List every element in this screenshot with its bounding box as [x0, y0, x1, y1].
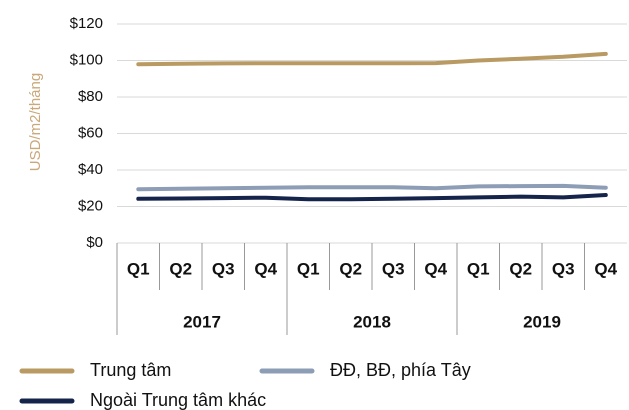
series-line: [136, 51, 608, 67]
x-tick-label: Q1: [467, 259, 490, 278]
group-label: 2018: [353, 312, 391, 331]
x-tick-label: Q1: [297, 259, 320, 278]
y-tick-label: $80: [78, 88, 103, 105]
series-line: [136, 193, 608, 202]
y-axis-label: USD/m2/tháng: [27, 73, 44, 171]
y-tick-label: $60: [78, 124, 103, 141]
x-tick-label: Q1: [127, 259, 150, 278]
y-tick-label: $100: [70, 51, 103, 68]
legend-label: Ngoài Trung tâm khác: [90, 390, 266, 410]
legend-label: Trung tâm: [90, 360, 171, 380]
x-tick-label: Q3: [212, 259, 235, 278]
y-tick-label: $20: [78, 197, 103, 214]
y-tick-label: $40: [78, 161, 103, 178]
legend-label: ĐĐ, BĐ, phía Tây: [330, 360, 471, 380]
x-tick-label: Q3: [552, 259, 575, 278]
x-tick-label: Q2: [509, 259, 532, 278]
y-tick-label: $120: [70, 15, 103, 32]
x-tick-label: Q3: [382, 259, 405, 278]
x-tick-label: Q2: [169, 259, 192, 278]
x-tick-label: Q4: [424, 259, 447, 278]
group-label: 2017: [183, 312, 221, 331]
group-label: 2019: [523, 312, 561, 331]
x-tick-label: Q4: [594, 259, 617, 278]
x-tick-label: Q2: [339, 259, 362, 278]
x-tick-label: Q4: [254, 259, 277, 278]
y-tick-label: $0: [86, 234, 103, 251]
series-line: [136, 183, 608, 192]
